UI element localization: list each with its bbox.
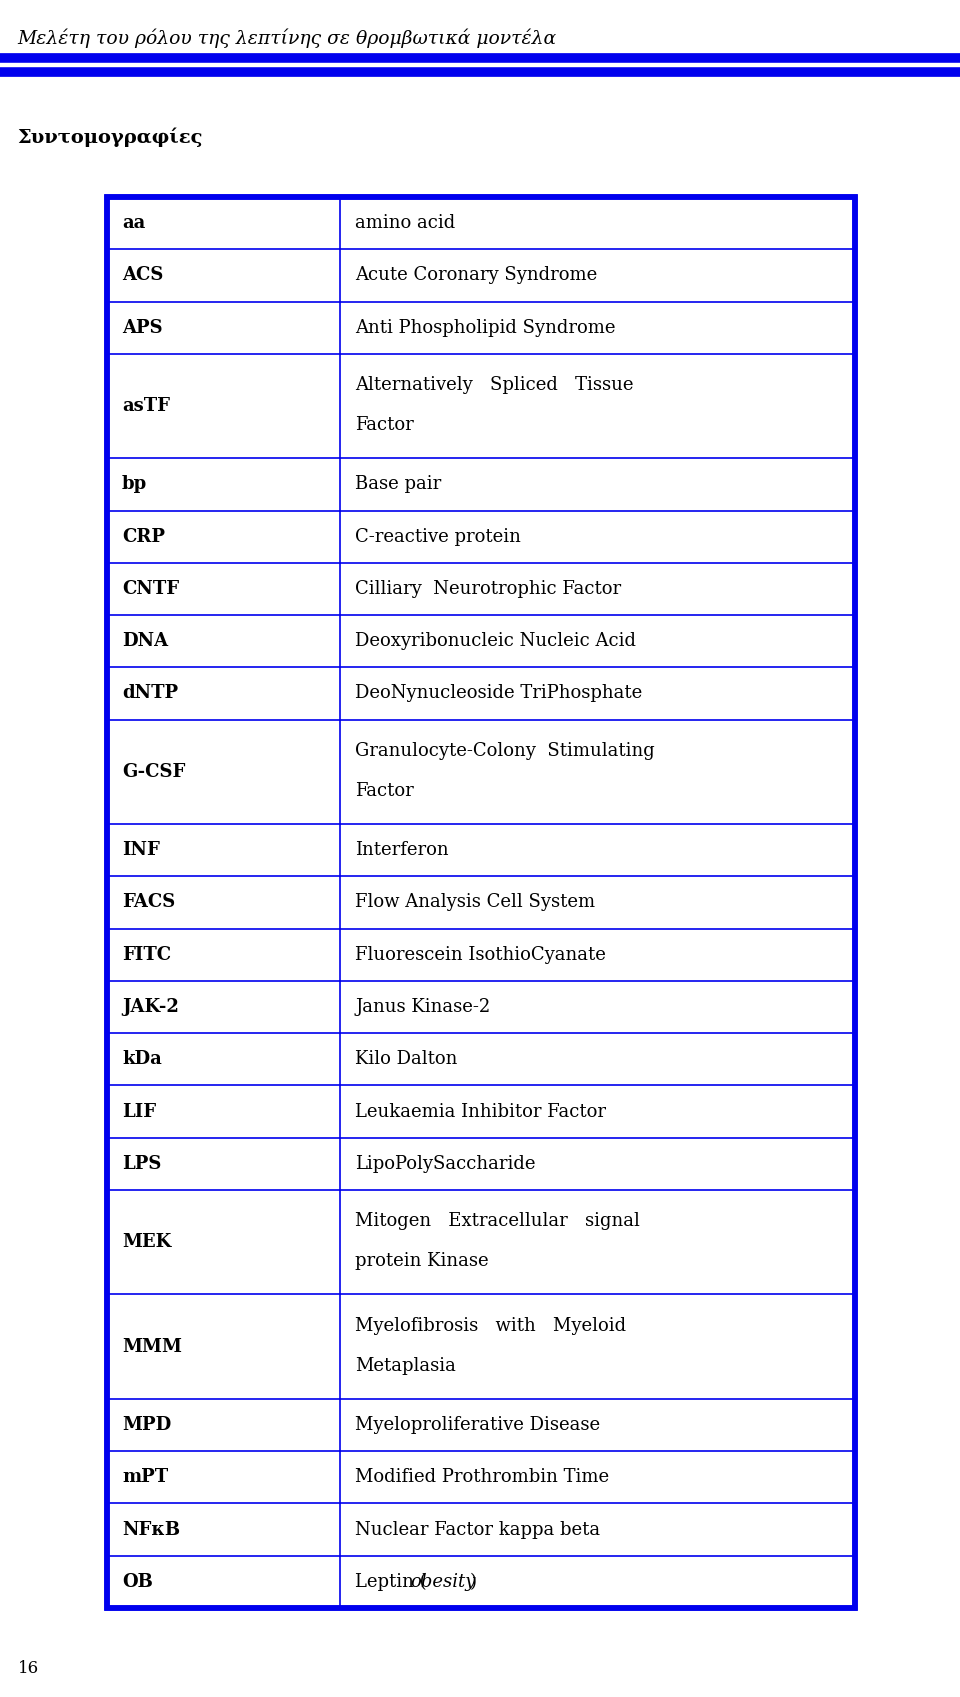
Text: dNTP: dNTP	[122, 684, 179, 703]
Text: amino acid: amino acid	[355, 214, 455, 232]
Text: LIF: LIF	[122, 1103, 156, 1120]
Text: Acute Coronary Syndrome: Acute Coronary Syndrome	[355, 266, 597, 285]
Text: Granulocyte-Colony  Stimulating: Granulocyte-Colony Stimulating	[355, 742, 655, 760]
Text: G-CSF: G-CSF	[122, 764, 185, 781]
Text: NFκB: NFκB	[122, 1521, 180, 1539]
Text: JAK-2: JAK-2	[122, 998, 179, 1017]
Text: Myelofibrosis   with   Myeloid: Myelofibrosis with Myeloid	[355, 1317, 626, 1336]
Text: kDa: kDa	[122, 1050, 161, 1069]
Text: Fluorescein IsothioCyanate: Fluorescein IsothioCyanate	[355, 945, 606, 964]
Text: Myeloproliferative Disease: Myeloproliferative Disease	[355, 1415, 600, 1434]
Text: Cilliary  Neurotrophic Factor: Cilliary Neurotrophic Factor	[355, 580, 621, 597]
Text: aa: aa	[122, 214, 145, 232]
Text: INF: INF	[122, 842, 160, 859]
Text: MPD: MPD	[122, 1415, 171, 1434]
Text: bp: bp	[122, 475, 147, 494]
Text: Leptin (: Leptin (	[355, 1573, 426, 1592]
Text: C-reactive protein: C-reactive protein	[355, 528, 521, 546]
Text: DeoNynucleoside TriPhosphate: DeoNynucleoside TriPhosphate	[355, 684, 642, 703]
Bar	[107, 197, 855, 1609]
Text: ): )	[470, 1573, 477, 1590]
Text: Kilo Dalton: Kilo Dalton	[355, 1050, 457, 1069]
Text: APS: APS	[122, 319, 162, 336]
Text: Factor: Factor	[355, 416, 414, 434]
Text: asTF: asTF	[122, 397, 170, 416]
Text: protein Kinase: protein Kinase	[355, 1252, 489, 1269]
Text: Flow Analysis Cell System: Flow Analysis Cell System	[355, 894, 595, 911]
Text: Modified Prothrombin Time: Modified Prothrombin Time	[355, 1468, 610, 1487]
Text: ACS: ACS	[122, 266, 163, 285]
Text: Metaplasia: Metaplasia	[355, 1356, 456, 1375]
Bar	[107, 197, 855, 1609]
Text: OB: OB	[122, 1573, 153, 1590]
Text: Alternatively   Spliced   Tissue: Alternatively Spliced Tissue	[355, 377, 634, 394]
Text: mPT: mPT	[122, 1468, 168, 1487]
Text: MEK: MEK	[122, 1234, 171, 1251]
Text: Interferon: Interferon	[355, 842, 448, 859]
Text: Factor: Factor	[355, 782, 414, 799]
Text: 16: 16	[18, 1660, 39, 1677]
Text: Mitogen   Extracellular   signal: Mitogen Extracellular signal	[355, 1212, 640, 1230]
Text: Nuclear Factor kappa beta: Nuclear Factor kappa beta	[355, 1521, 600, 1539]
Text: Leukaemia Inhibitor Factor: Leukaemia Inhibitor Factor	[355, 1103, 606, 1120]
Text: Janus Kinase-2: Janus Kinase-2	[355, 998, 491, 1017]
Text: Anti Phospholipid Syndrome: Anti Phospholipid Syndrome	[355, 319, 615, 336]
Text: DNA: DNA	[122, 633, 168, 650]
Text: Base pair: Base pair	[355, 475, 442, 494]
Text: FACS: FACS	[122, 894, 176, 911]
Text: CNTF: CNTF	[122, 580, 180, 597]
Text: LPS: LPS	[122, 1154, 161, 1173]
Text: obesity: obesity	[410, 1573, 475, 1590]
Text: Deoxyribonucleic Nucleic Acid: Deoxyribonucleic Nucleic Acid	[355, 633, 636, 650]
Text: FITC: FITC	[122, 945, 171, 964]
Text: LipoPolySaccharide: LipoPolySaccharide	[355, 1154, 536, 1173]
Text: Συντομογραφίες: Συντομογραφίες	[17, 127, 203, 148]
Text: MMM: MMM	[122, 1337, 182, 1356]
Text: Μελέτη του ρόλου της λεπτίνης σε θρομβωτικά μοντέλα: Μελέτη του ρόλου της λεπτίνης σε θρομβωτ…	[17, 27, 556, 48]
Text: CRP: CRP	[122, 528, 165, 546]
